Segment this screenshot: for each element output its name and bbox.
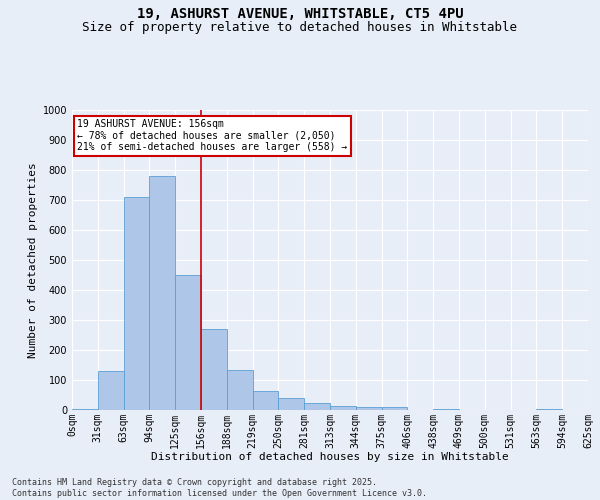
X-axis label: Distribution of detached houses by size in Whitstable: Distribution of detached houses by size … [151,452,509,462]
Text: 19 ASHURST AVENUE: 156sqm
← 78% of detached houses are smaller (2,050)
21% of se: 19 ASHURST AVENUE: 156sqm ← 78% of detac… [77,119,347,152]
Y-axis label: Number of detached properties: Number of detached properties [28,162,38,358]
Bar [253,390,278,410]
Bar [382,407,407,410]
Text: Contains HM Land Registry data © Crown copyright and database right 2025.
Contai: Contains HM Land Registry data © Crown c… [12,478,427,498]
Bar [330,406,356,410]
Bar [98,371,124,410]
Text: 19, ASHURST AVENUE, WHITSTABLE, CT5 4PU: 19, ASHURST AVENUE, WHITSTABLE, CT5 4PU [137,8,463,22]
Bar [356,407,382,410]
Bar [227,370,253,410]
Bar [433,408,459,410]
Bar [72,408,98,410]
Bar [149,176,175,410]
Bar [278,398,304,410]
Bar [201,329,227,410]
Text: Size of property relative to detached houses in Whitstable: Size of property relative to detached ho… [83,21,517,34]
Bar [536,408,562,410]
Bar [175,275,201,410]
Bar [124,197,149,410]
Bar [304,402,330,410]
